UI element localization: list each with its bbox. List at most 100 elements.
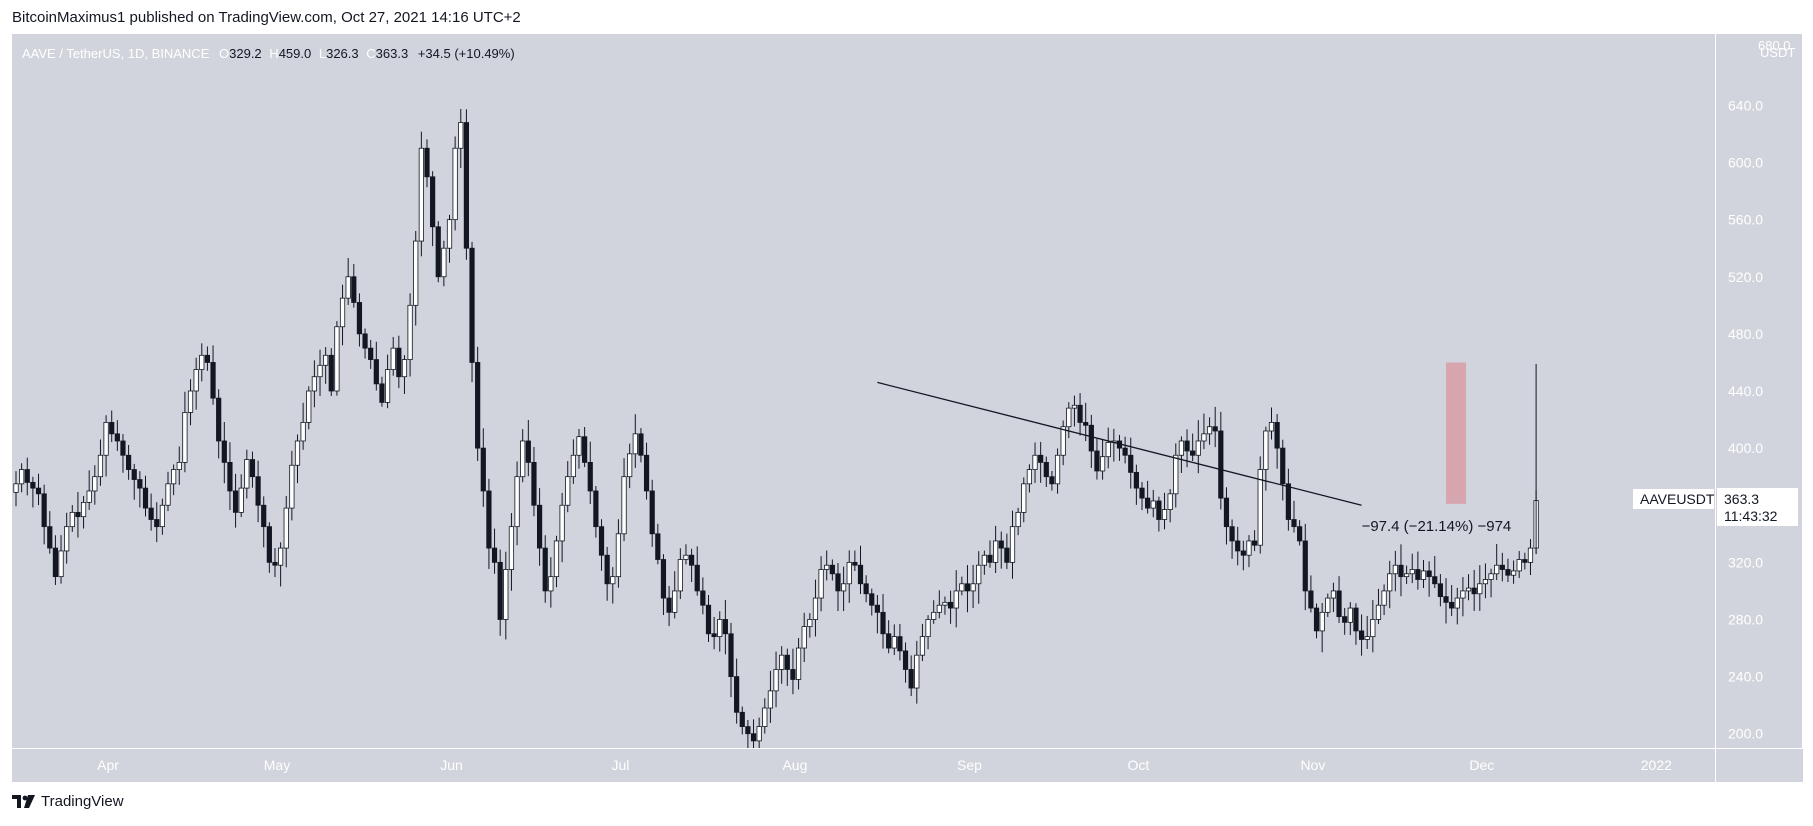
candle[interactable] xyxy=(148,493,154,531)
candle[interactable] xyxy=(1330,582,1337,613)
candle[interactable] xyxy=(396,335,402,389)
candle[interactable] xyxy=(159,498,165,535)
candle[interactable] xyxy=(1319,603,1325,653)
candle[interactable] xyxy=(142,475,149,517)
candle[interactable] xyxy=(126,444,132,480)
candle[interactable] xyxy=(154,502,160,543)
candle[interactable] xyxy=(520,429,526,483)
candle[interactable] xyxy=(863,575,869,603)
candle[interactable] xyxy=(58,535,64,584)
candle[interactable] xyxy=(1212,406,1218,448)
candle[interactable] xyxy=(1026,464,1032,493)
candle[interactable] xyxy=(171,464,177,496)
candle[interactable] xyxy=(739,706,745,735)
candle[interactable] xyxy=(598,519,605,571)
candle[interactable] xyxy=(1477,565,1483,611)
candle[interactable] xyxy=(570,439,576,484)
candle[interactable] xyxy=(959,576,965,596)
candle[interactable] xyxy=(1088,414,1094,468)
candle[interactable] xyxy=(897,624,903,661)
candle[interactable] xyxy=(41,484,47,545)
candle[interactable] xyxy=(278,542,284,587)
candle[interactable] xyxy=(891,624,897,656)
candle[interactable] xyxy=(418,131,424,257)
candle[interactable] xyxy=(869,588,875,616)
candle[interactable] xyxy=(1161,492,1168,530)
candle[interactable] xyxy=(767,670,774,723)
candle[interactable] xyxy=(1173,443,1179,508)
candle[interactable] xyxy=(232,473,239,528)
candle[interactable] xyxy=(1105,427,1111,469)
candle[interactable] xyxy=(221,421,227,484)
candle[interactable] xyxy=(683,544,689,565)
candle[interactable] xyxy=(728,622,734,698)
candle[interactable] xyxy=(1021,477,1027,523)
candle[interactable] xyxy=(75,492,81,538)
candle[interactable] xyxy=(694,546,700,596)
candle[interactable] xyxy=(486,478,492,569)
candle[interactable] xyxy=(1240,540,1246,571)
candle[interactable] xyxy=(1139,482,1145,511)
candle[interactable] xyxy=(587,441,593,505)
candle[interactable] xyxy=(582,427,588,468)
candle[interactable] xyxy=(660,554,667,616)
candle[interactable] xyxy=(69,505,75,532)
candle[interactable] xyxy=(615,519,622,588)
candle[interactable] xyxy=(300,402,306,450)
candle[interactable] xyxy=(328,348,334,396)
candle[interactable] xyxy=(368,339,374,369)
candle[interactable] xyxy=(593,486,599,538)
candle[interactable] xyxy=(80,496,87,529)
candle[interactable] xyxy=(947,590,954,624)
candle[interactable] xyxy=(193,357,199,410)
chart-pane[interactable] xyxy=(12,34,1715,748)
candle[interactable] xyxy=(86,470,92,510)
candle[interactable] xyxy=(345,258,351,305)
candle[interactable] xyxy=(536,488,543,566)
candle[interactable] xyxy=(1223,487,1230,545)
candle[interactable] xyxy=(413,230,419,326)
candle[interactable] xyxy=(317,349,323,396)
candle[interactable] xyxy=(779,646,785,684)
candle[interactable] xyxy=(1077,393,1083,436)
resistance-trendline[interactable] xyxy=(877,381,1362,506)
candle[interactable] xyxy=(1122,436,1128,464)
candle[interactable] xyxy=(469,241,475,383)
candle[interactable] xyxy=(874,594,880,634)
candle[interactable] xyxy=(993,525,999,573)
candle[interactable] xyxy=(632,414,638,468)
candle[interactable] xyxy=(1387,560,1393,609)
candle[interactable] xyxy=(525,420,531,477)
candle[interactable] xyxy=(841,566,847,612)
candle[interactable] xyxy=(790,648,796,695)
candle[interactable] xyxy=(829,559,835,581)
candle[interactable] xyxy=(1060,420,1066,466)
candle[interactable] xyxy=(672,571,678,619)
candle[interactable] xyxy=(1178,436,1185,474)
candle[interactable] xyxy=(925,615,931,650)
candle[interactable] xyxy=(176,446,182,485)
candle[interactable] xyxy=(47,511,53,554)
candle[interactable] xyxy=(976,551,982,604)
candle[interactable] xyxy=(762,698,768,734)
candle[interactable] xyxy=(1432,556,1438,589)
candle[interactable] xyxy=(1471,569,1477,611)
candle[interactable] xyxy=(1285,468,1291,531)
candle[interactable] xyxy=(1392,550,1398,592)
candle[interactable] xyxy=(1342,607,1348,635)
candle[interactable] xyxy=(1325,593,1331,618)
candle[interactable] xyxy=(1043,456,1049,488)
candle[interactable] xyxy=(1460,577,1466,617)
candle[interactable] xyxy=(1449,585,1455,616)
candle[interactable] xyxy=(339,284,346,346)
candle[interactable] xyxy=(1437,574,1443,607)
candle[interactable] xyxy=(795,638,802,690)
candle[interactable] xyxy=(627,443,633,489)
candle[interactable] xyxy=(745,719,751,748)
candle[interactable] xyxy=(35,473,42,506)
candle[interactable] xyxy=(964,565,971,613)
candle[interactable] xyxy=(1358,614,1365,656)
candle[interactable] xyxy=(97,439,104,486)
candle[interactable] xyxy=(1420,559,1427,589)
candle[interactable] xyxy=(1516,551,1522,579)
